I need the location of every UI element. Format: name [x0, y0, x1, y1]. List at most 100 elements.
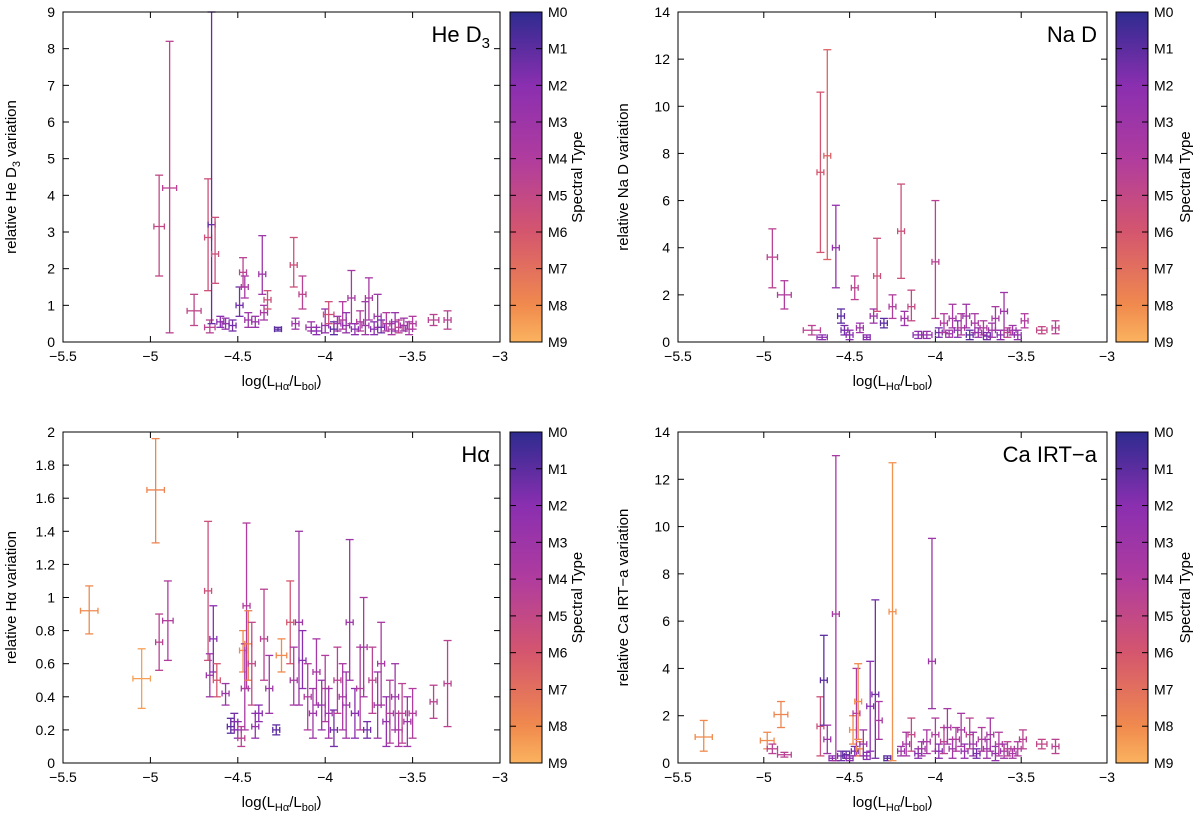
y-tick-label: 14 — [654, 424, 670, 440]
colorbar-tick-label: M4 — [548, 151, 568, 167]
data-point — [238, 257, 248, 288]
data-point — [209, 605, 218, 673]
y-tick-label: 2 — [662, 287, 670, 303]
data-point — [247, 621, 256, 706]
data-point — [921, 330, 933, 340]
y-tick-label: 4 — [662, 240, 670, 256]
data-point — [403, 696, 412, 748]
colorbar-scale — [509, 11, 543, 343]
data-point — [251, 712, 260, 739]
data-point — [240, 275, 249, 299]
data-point — [286, 580, 295, 665]
data-point — [951, 726, 961, 752]
y-tick-label: 6 — [47, 114, 55, 130]
data-point — [273, 326, 283, 333]
data-point — [298, 629, 307, 690]
colorbar-label: Spectral Type — [569, 552, 586, 643]
data-point — [291, 317, 300, 330]
y-tick-label: 1.8 — [36, 457, 56, 473]
data-point — [161, 580, 174, 662]
y-tick-label: 0.2 — [36, 722, 56, 738]
colorbar-label: Spectral Type — [1177, 131, 1194, 222]
x-tick-label: −4.5 — [224, 769, 252, 785]
colorbar-tick-label: M6 — [548, 224, 568, 240]
plot-frame — [677, 431, 1108, 764]
y-tick-label: 5 — [47, 151, 55, 167]
colorbar-tick-label: M7 — [1154, 681, 1174, 697]
y-axis-label: relative Na D variation — [615, 103, 632, 251]
data-point — [333, 315, 342, 332]
colorbar-tick-label: M9 — [548, 755, 568, 771]
colorbar-tick-label: M7 — [548, 261, 568, 277]
data-point — [922, 729, 931, 755]
data-point — [773, 700, 789, 729]
data-point — [776, 751, 792, 758]
data-point — [242, 522, 251, 690]
y-tick-label: 8 — [662, 145, 670, 161]
x-tick-label: −5 — [142, 348, 158, 364]
data-point — [254, 704, 263, 723]
data-point — [982, 738, 991, 759]
data-point — [303, 663, 312, 731]
data-point — [443, 310, 452, 330]
data-points — [694, 454, 1060, 762]
data-point — [364, 277, 374, 321]
data-point — [244, 312, 253, 328]
data-point — [324, 687, 333, 739]
data-point — [312, 638, 321, 706]
y-tick-label: 12 — [654, 51, 670, 67]
data-point — [397, 682, 407, 744]
colorbar-tick-label: M7 — [1154, 261, 1174, 277]
data-point — [368, 646, 377, 714]
data-point — [361, 301, 370, 336]
y-axis-label: relative He D3 variation — [3, 100, 23, 254]
data-point — [977, 726, 986, 752]
data-point — [888, 294, 897, 320]
colorbar-scale — [509, 431, 543, 764]
data-point — [1013, 329, 1022, 341]
colorbar-tick-label: M0 — [548, 4, 568, 20]
y-tick-label: 14 — [654, 4, 670, 20]
colorbar-tick-label: M2 — [1154, 498, 1174, 514]
y-tick-label: 0.6 — [36, 656, 56, 672]
data-point — [289, 646, 298, 706]
data-point — [1051, 738, 1060, 755]
colorbar-tick-label: M3 — [1154, 114, 1174, 130]
data-point — [850, 745, 859, 757]
y-tick-label: 12 — [654, 471, 670, 487]
data-point — [263, 290, 272, 310]
data-point — [866, 660, 875, 752]
y-tick-label: 0.8 — [36, 623, 56, 639]
data-point — [1020, 313, 1029, 329]
data-point — [850, 275, 859, 301]
data-point — [387, 323, 396, 336]
colorbar-tick-label: M1 — [548, 461, 568, 477]
y-tick-label: 0 — [47, 755, 55, 771]
y-tick-label: 0 — [47, 334, 55, 350]
colorbar: M0 M1 M2 M3 M4 M5 M6 M7 M8 M9 Spectral Type — [1115, 424, 1194, 771]
y-tick-label: 6 — [662, 193, 670, 209]
data-point — [298, 275, 307, 310]
x-axis-label: log(LHα/Lbol) — [853, 794, 933, 814]
data-point — [872, 237, 882, 313]
plot-frame — [677, 11, 1108, 343]
data-point — [265, 654, 274, 714]
data-point — [862, 334, 871, 341]
data-point — [965, 329, 974, 341]
colorbar: M0 M1 M2 M3 M4 M5 M6 M7 M8 M9 Spectral Type — [509, 4, 586, 350]
data-point — [854, 663, 863, 741]
data-point — [766, 228, 779, 289]
data-point — [1018, 729, 1027, 750]
y-tick-label: 3 — [47, 224, 55, 240]
data-point — [427, 313, 440, 327]
x-tick-label: −3.5 — [399, 769, 427, 785]
data-point — [238, 629, 248, 673]
colorbar-tick-label: M1 — [548, 41, 568, 57]
data-point — [321, 308, 330, 334]
colorbar-scale — [1115, 11, 1149, 343]
chart-halpha: −5.5 −5 −4.5 −4 −3.5 −3 0 0.2 0.4 0.6 0.8 1 1.2 1.4 1.… — [3, 424, 586, 814]
data-point — [79, 585, 99, 635]
data-point — [831, 204, 840, 289]
colorbar-tick-label: M9 — [1154, 334, 1174, 350]
y-tick-label: 1.4 — [36, 523, 56, 539]
